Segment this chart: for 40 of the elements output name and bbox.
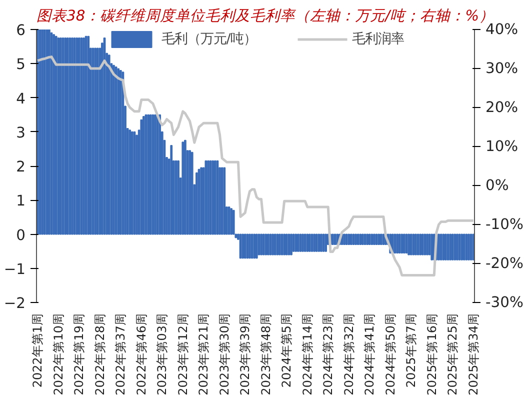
y-tick-label: 5 [16, 56, 26, 74]
x-tick-label: 2022年第10周 [51, 313, 66, 396]
x-tick-label: 2022年第28周 [92, 313, 107, 396]
y2-tick-label: -10% [486, 216, 524, 233]
x-tick-label: 2022年第19周 [72, 313, 86, 396]
y-tick-label: 6 [16, 22, 26, 39]
y-tick-label: 2 [16, 158, 26, 176]
y-tick-label: −1 [4, 260, 26, 278]
x-tick-label: 2025年第7周 [404, 313, 418, 388]
y2-tick-label: 20% [486, 99, 518, 116]
x-tick-label: 2022年第37周 [114, 313, 128, 396]
y-tick-label: 3 [16, 124, 26, 142]
x-tick-label: 2024年第14周 [300, 313, 314, 396]
legend-label: 毛利（万元/吨） [161, 30, 257, 48]
y2-tick-label: 30% [486, 60, 518, 77]
x-tick-label: 2024年第5周 [280, 313, 294, 388]
x-tick-label: 2024年第41周 [362, 313, 377, 396]
x-tick-label: 2023年第39周 [238, 313, 252, 396]
y-tick-label: 4 [16, 90, 26, 108]
x-tick-label: 2023年第12周 [176, 313, 190, 396]
y2-tick-label: 0% [486, 177, 509, 194]
x-tick-label: 2022年第46周 [134, 313, 148, 396]
y-tick-label: 1 [16, 192, 26, 210]
x-tick-label: 2023年第21周 [196, 313, 211, 396]
x-tick-label: 2023年第30周 [217, 313, 232, 396]
y2-tick-label: 10% [486, 138, 518, 155]
x-tick-label: 2024年第32周 [342, 313, 356, 396]
x-tick-label: 2025年第34周 [466, 313, 480, 396]
x-tick-label: 2025年第25周 [446, 313, 460, 396]
x-tick-label: 2022年第1周 [30, 313, 45, 388]
x-tick-label: 2024年第50周 [383, 313, 398, 396]
x-tick-label: 2024年第23周 [321, 313, 336, 396]
x-tick-label: 2025年第16周 [424, 313, 439, 396]
legend-label: 毛利润率 [352, 30, 404, 48]
y-tick-label: −2 [4, 295, 26, 312]
x-tick-label: 2023年第48周 [258, 313, 273, 396]
y-tick-label: 0 [16, 226, 26, 244]
y2-tick-label: -20% [486, 255, 524, 272]
y2-tick-label: -30% [486, 294, 524, 311]
x-tick-label: 2023年第03周 [155, 313, 170, 396]
